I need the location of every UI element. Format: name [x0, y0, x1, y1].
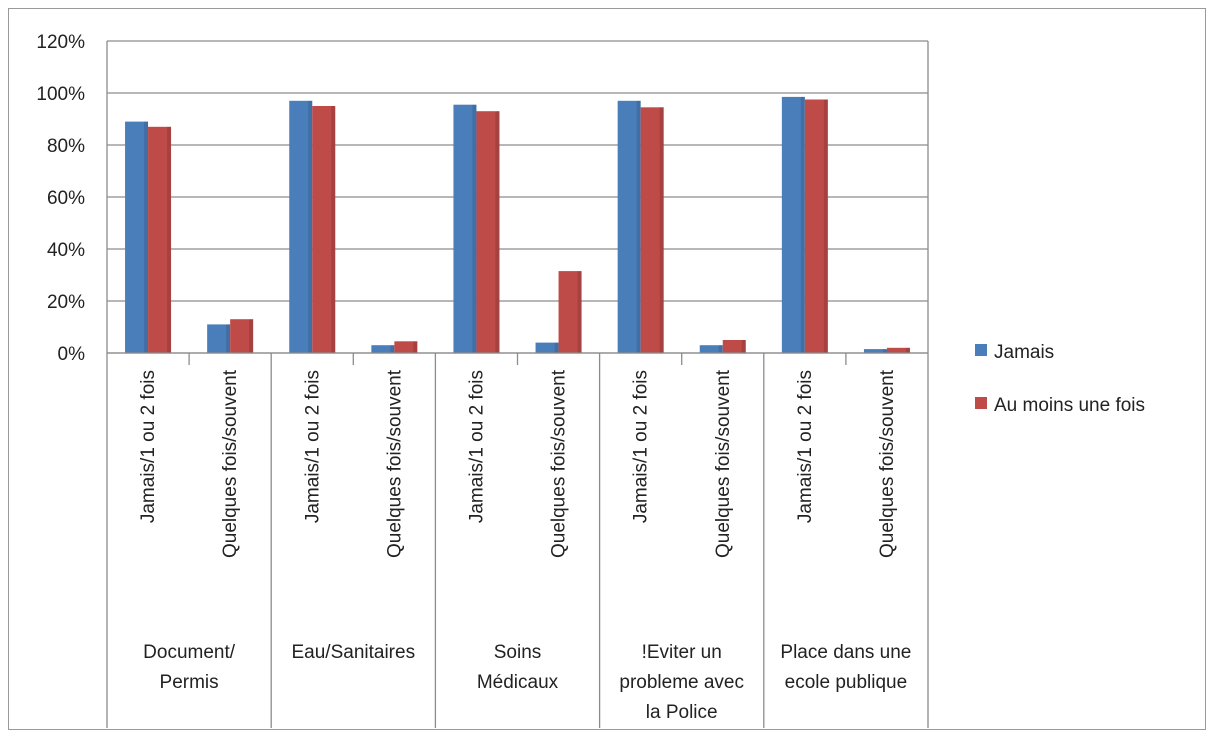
bar-shade — [800, 96, 805, 354]
legend-swatch — [975, 344, 987, 356]
category-label: Quelques fois/souvent — [549, 369, 570, 558]
chart-frame — [8, 8, 1206, 730]
y-tick-label: 60% — [47, 188, 85, 209]
category-label: Jamais/1 ou 2 fois — [302, 370, 323, 523]
bar — [453, 104, 477, 353]
bar — [125, 121, 149, 353]
bar — [289, 100, 313, 353]
bar — [699, 345, 723, 353]
bar — [148, 126, 172, 353]
group-label: la Police — [646, 702, 718, 723]
bar — [617, 100, 641, 353]
category-label: Jamais/1 ou 2 fois — [138, 370, 159, 523]
category-label: Jamais/1 ou 2 fois — [631, 370, 652, 523]
bar-shade — [882, 349, 887, 353]
group-label: Eau/Sanitaires — [292, 642, 416, 663]
group-label: Médicaux — [477, 672, 559, 693]
bar-shade — [249, 319, 254, 353]
bar-shade — [636, 100, 641, 353]
bar-shade — [144, 121, 149, 353]
bar-shade — [659, 107, 664, 353]
bar — [863, 349, 887, 353]
y-tick-label: 120% — [36, 32, 85, 53]
x-axis: Jamais/1 ou 2 fois Quelques fois/souvent J… — [106, 352, 929, 728]
group-label: probleme avec — [619, 672, 744, 693]
bars — [125, 96, 910, 354]
bar — [394, 341, 418, 353]
category-label: Jamais/1 ou 2 fois — [466, 370, 487, 523]
bar — [640, 107, 664, 353]
bar — [207, 324, 231, 353]
bar-shade — [718, 345, 723, 353]
group-label: ecole publique — [785, 672, 908, 693]
group-label: Document/ — [143, 642, 236, 663]
group-label: Permis — [160, 672, 219, 693]
category-label: Quelques fois/souvent — [713, 369, 734, 558]
bar-shade — [308, 100, 313, 353]
legend-label: Jamais — [994, 342, 1054, 363]
category-label: Quelques fois/souvent — [384, 369, 405, 558]
y-tick-label: 20% — [47, 292, 85, 313]
y-tick-label: 100% — [36, 84, 85, 105]
bar — [476, 111, 500, 353]
bar-shade — [741, 340, 746, 353]
y-tick-label: 40% — [47, 240, 85, 261]
bar — [230, 319, 254, 353]
y-axis-ticks: 0% 20% 40% 60% 80% 100% 120% — [36, 32, 85, 365]
group-label: Soins — [494, 642, 542, 663]
legend-label: Au moins une fois — [994, 395, 1145, 416]
category-label: Quelques fois/souvent — [220, 369, 241, 558]
y-tick-label: 0% — [58, 344, 86, 365]
bar — [804, 99, 828, 353]
bar — [886, 347, 910, 353]
legend-swatch — [975, 397, 987, 409]
bar-shade — [390, 345, 395, 353]
bar-shade — [905, 347, 910, 353]
bar-shade — [226, 324, 231, 353]
bar-shade — [554, 342, 559, 353]
bar-shade — [495, 111, 500, 353]
legend: Jamais Au moins une fois — [975, 342, 1145, 416]
category-label: Quelques fois/souvent — [877, 369, 898, 558]
bar — [558, 271, 582, 353]
bar-shade — [823, 99, 828, 353]
bar-shade — [472, 104, 477, 353]
bar — [535, 342, 559, 353]
bar-shade — [413, 341, 418, 353]
category-label: Jamais/1 ou 2 fois — [795, 370, 816, 523]
bar — [371, 345, 395, 353]
bar — [781, 96, 805, 354]
bar-shade — [167, 126, 172, 353]
bar-shade — [577, 271, 582, 353]
group-label: Place dans une — [780, 642, 911, 663]
bar — [312, 106, 336, 353]
y-tick-label: 80% — [47, 136, 85, 157]
bar — [722, 340, 746, 353]
bar-shade — [331, 106, 336, 353]
group-label: !Eviter un — [642, 642, 722, 663]
